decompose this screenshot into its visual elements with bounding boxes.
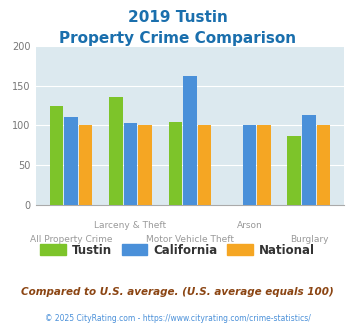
Bar — [242, 125, 256, 205]
Text: Larceny & Theft: Larceny & Theft — [94, 221, 166, 230]
Text: Burglary: Burglary — [290, 235, 328, 244]
Bar — [50, 106, 63, 205]
Bar — [288, 136, 301, 205]
Bar — [183, 76, 197, 205]
Bar — [302, 115, 316, 205]
Text: Compared to U.S. average. (U.S. average equals 100): Compared to U.S. average. (U.S. average … — [21, 287, 334, 297]
Bar — [257, 125, 271, 205]
Bar — [198, 125, 211, 205]
Bar — [169, 122, 182, 205]
Bar — [317, 125, 330, 205]
Bar — [124, 123, 137, 205]
Text: Motor Vehicle Theft: Motor Vehicle Theft — [146, 235, 234, 244]
Bar — [64, 117, 78, 205]
Bar — [79, 125, 92, 205]
Text: 2019 Tustin: 2019 Tustin — [127, 10, 228, 25]
Text: Property Crime Comparison: Property Crime Comparison — [59, 31, 296, 46]
Text: Arson: Arson — [236, 221, 262, 230]
Bar — [109, 97, 123, 205]
Legend: Tustin, California, National: Tustin, California, National — [36, 239, 320, 261]
Text: All Property Crime: All Property Crime — [30, 235, 112, 244]
Bar — [138, 125, 152, 205]
Text: © 2025 CityRating.com - https://www.cityrating.com/crime-statistics/: © 2025 CityRating.com - https://www.city… — [45, 314, 310, 323]
